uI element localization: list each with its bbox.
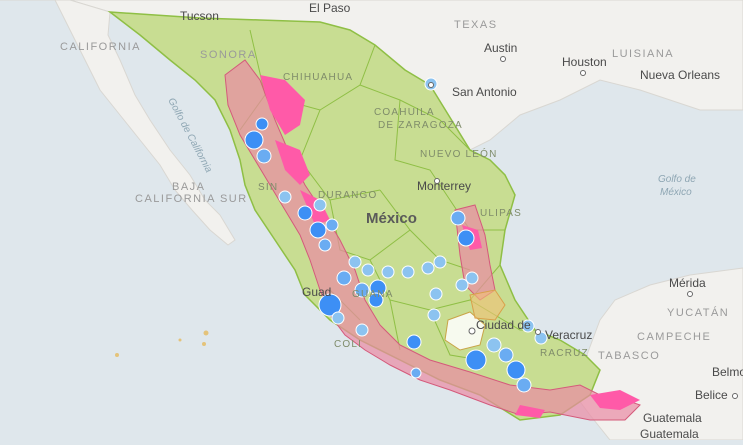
marker (429, 287, 443, 301)
marker (465, 271, 479, 285)
region-label: CHIHUAHUA (283, 72, 353, 83)
region-label: CALIFORNIA SUR (135, 193, 248, 205)
city-label: Belice (695, 388, 728, 402)
city-label: Veracruz (545, 328, 592, 342)
cdmx-area (444, 311, 486, 351)
marker (309, 221, 327, 239)
region-label: DURANGO (318, 190, 378, 201)
marker (318, 293, 342, 317)
marker (465, 349, 487, 371)
city-label: Mérida (669, 276, 706, 290)
marker (427, 308, 441, 322)
region-label: TABASCO (598, 350, 660, 362)
islands (115, 330, 209, 357)
marker (498, 347, 514, 363)
water-label: México (660, 187, 692, 198)
marker (506, 360, 526, 380)
region-label: COAHUILA (374, 107, 435, 118)
marker (516, 377, 532, 393)
marker (455, 278, 469, 292)
occurrence-markers (244, 77, 548, 393)
marker (521, 319, 535, 333)
marker (244, 130, 264, 150)
marker (297, 205, 313, 221)
region-label: SIN (258, 182, 278, 193)
baja-landmass (54, 0, 236, 246)
region-label: LUISIANA (612, 48, 674, 60)
region-label: ULIPAS (480, 208, 522, 219)
city-label: San Antonio (452, 85, 517, 99)
marker (255, 117, 269, 131)
marker (450, 210, 466, 226)
region-label: CAMPECHE (637, 331, 711, 343)
city-label: El Paso (309, 1, 351, 15)
marker (410, 367, 422, 379)
marker (318, 238, 332, 252)
marker (348, 255, 362, 269)
region-label: SONORA (200, 49, 257, 61)
region-label: YUCATÁN (667, 306, 729, 319)
marker (406, 334, 422, 350)
region-label: CALIFORNIA (60, 41, 141, 53)
city-label: Austin (484, 41, 517, 55)
region-label: BAJA (172, 181, 206, 193)
orange-zone (469, 289, 506, 321)
city-label: Houston (562, 55, 607, 69)
marker (361, 263, 375, 277)
city-label: Guatemala (640, 427, 699, 440)
region-label: NUEVO LEÓN (420, 147, 498, 160)
region-label: GUANA (352, 289, 394, 300)
city-label: Tucson (180, 9, 219, 23)
marker (354, 282, 370, 298)
city-label: Belmop (712, 365, 743, 379)
marker (256, 148, 272, 164)
marker (401, 265, 415, 279)
marker (278, 190, 292, 204)
marker (433, 255, 447, 269)
marker (331, 311, 345, 325)
city-label: Ciudad de (476, 318, 531, 332)
city-label: Guatemala (643, 411, 702, 425)
city-label: Guad (302, 285, 331, 299)
marker (486, 337, 502, 353)
city-label: Monterrey (417, 179, 471, 193)
marker (457, 229, 475, 247)
marker (325, 218, 339, 232)
region-label: TEXAS (454, 19, 498, 31)
city-dots (428, 56, 738, 399)
water-label: Golfo de (658, 174, 696, 185)
city-label: Nueva Orleans (640, 68, 720, 82)
marker (421, 261, 435, 275)
country-label: México (366, 210, 417, 227)
region-label: DE ZARAGOZA (378, 120, 463, 131)
region-label: COLI (334, 339, 362, 350)
marker (368, 292, 384, 308)
marker (336, 270, 352, 286)
marker (313, 198, 327, 212)
marker (355, 323, 369, 337)
marker (381, 265, 395, 279)
region-label: RACRUZ (540, 348, 589, 359)
